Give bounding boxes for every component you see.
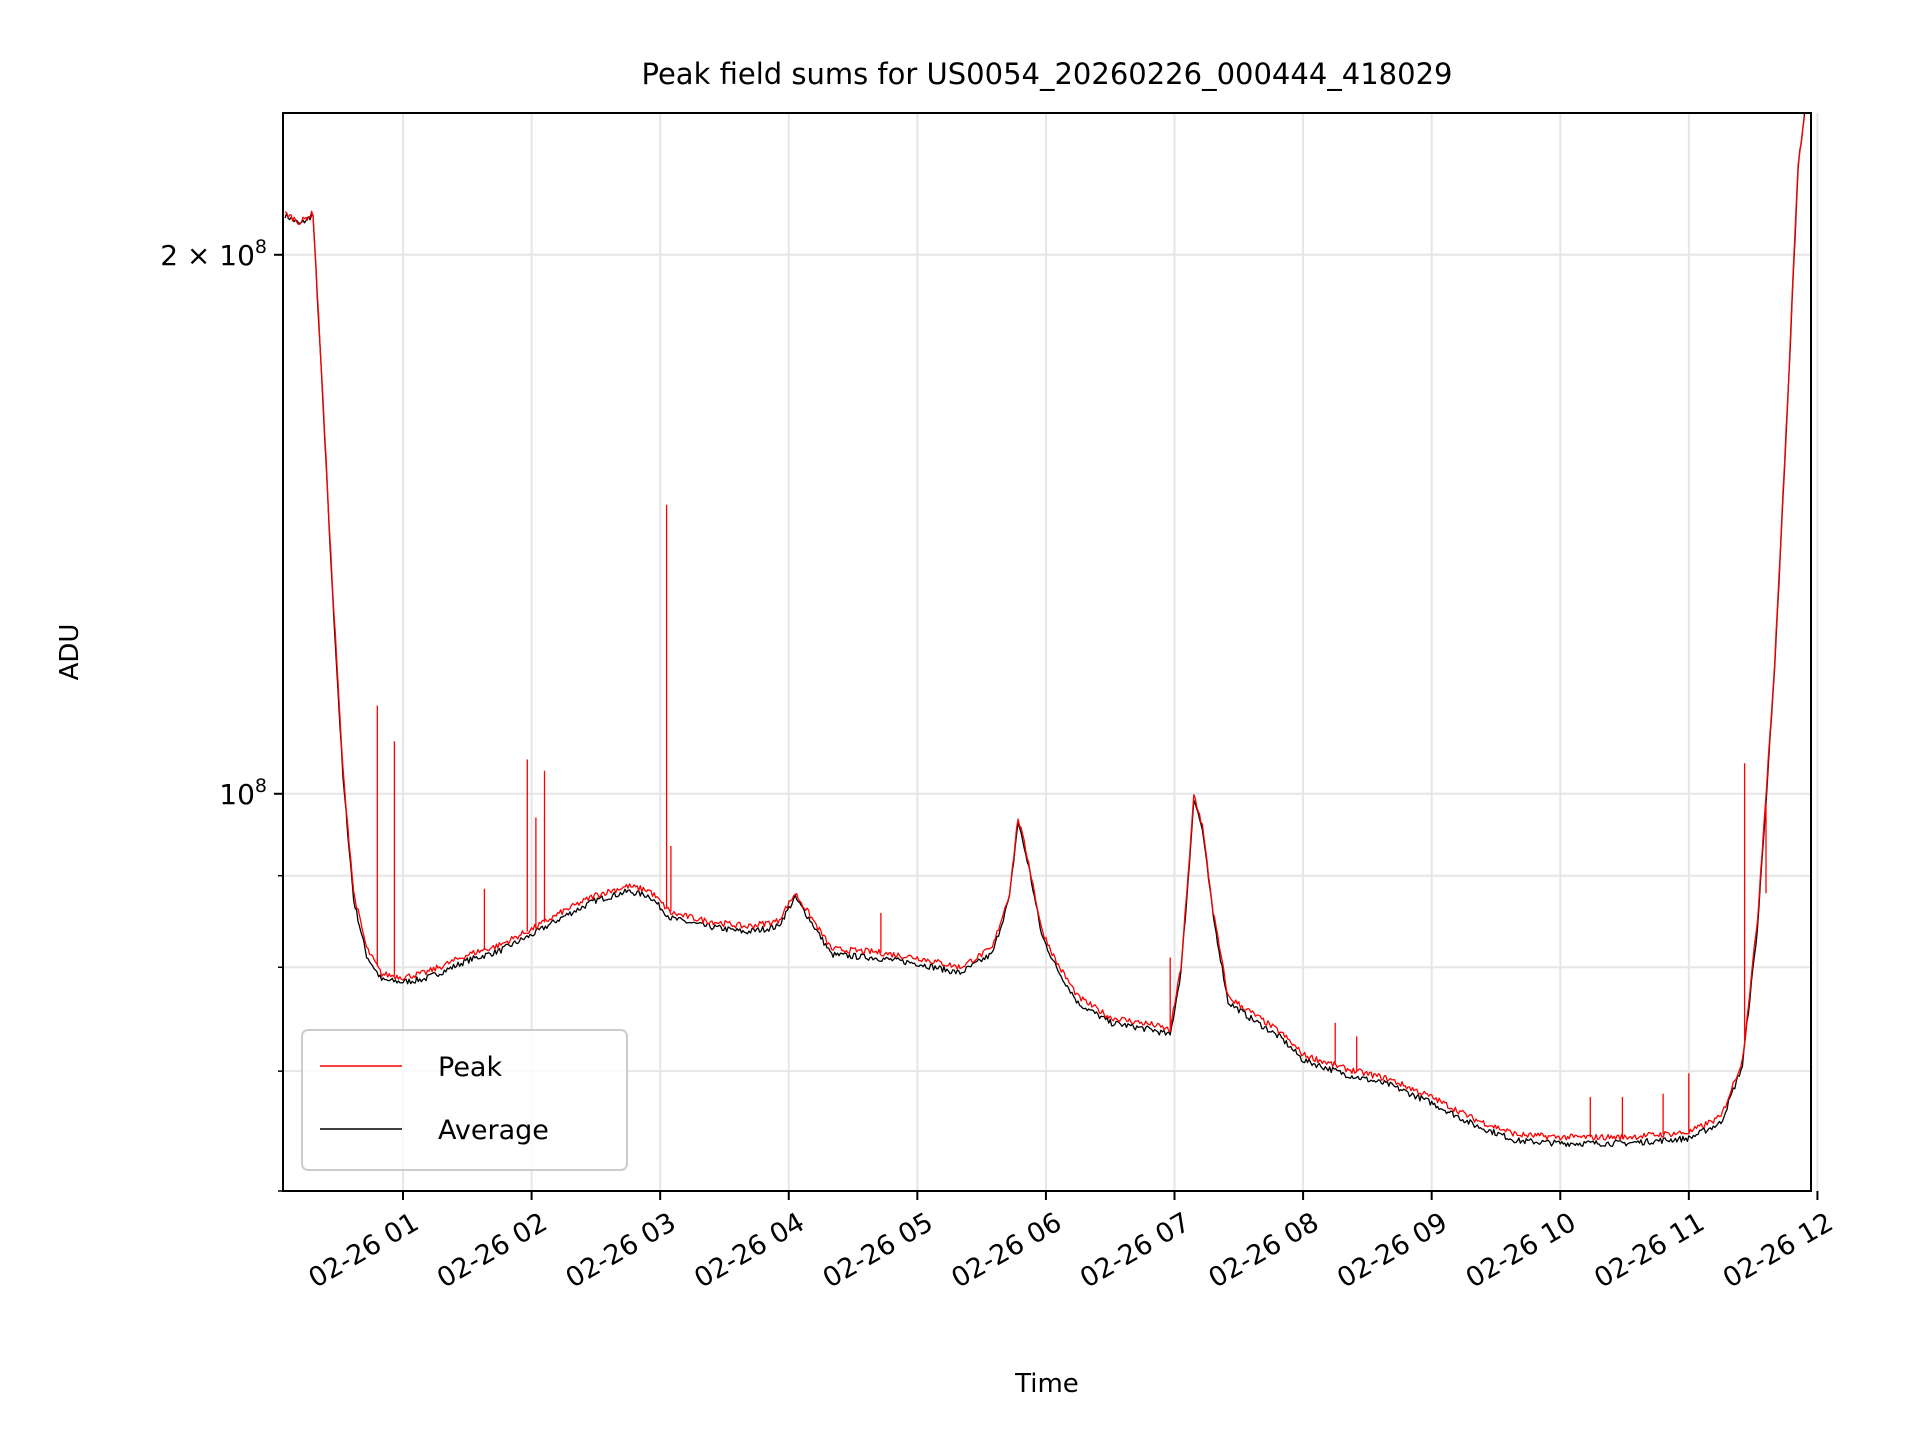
- y-tick-label-base: 2 × 10: [160, 239, 255, 272]
- legend-label-average: Average: [438, 1115, 549, 1146]
- plot-area: [284, 112, 1806, 1148]
- y-tick-label: 108: [219, 775, 267, 811]
- y-tick-label-exponent: 8: [255, 775, 267, 797]
- series-line-average: [284, 112, 1806, 1148]
- y-tick-label-exponent: 8: [255, 236, 267, 258]
- legend: Peak Average: [301, 1029, 628, 1171]
- y-tick-label-base: 10: [219, 778, 255, 811]
- y-tick-label: 2 × 108: [160, 236, 267, 272]
- y-axis-label: ADU: [55, 624, 85, 681]
- legend-box: [301, 1029, 628, 1171]
- legend-label-peak: Peak: [438, 1052, 502, 1083]
- axes-frame: [282, 112, 1812, 1192]
- chart-title: Peak field sums for US0054_20260226_0004…: [642, 57, 1453, 91]
- grid-layer: [283, 113, 1819, 1192]
- series-line-peak: [284, 115, 1806, 1141]
- series-layer: [284, 112, 1806, 1148]
- x-axis-label: Time: [1014, 1369, 1079, 1399]
